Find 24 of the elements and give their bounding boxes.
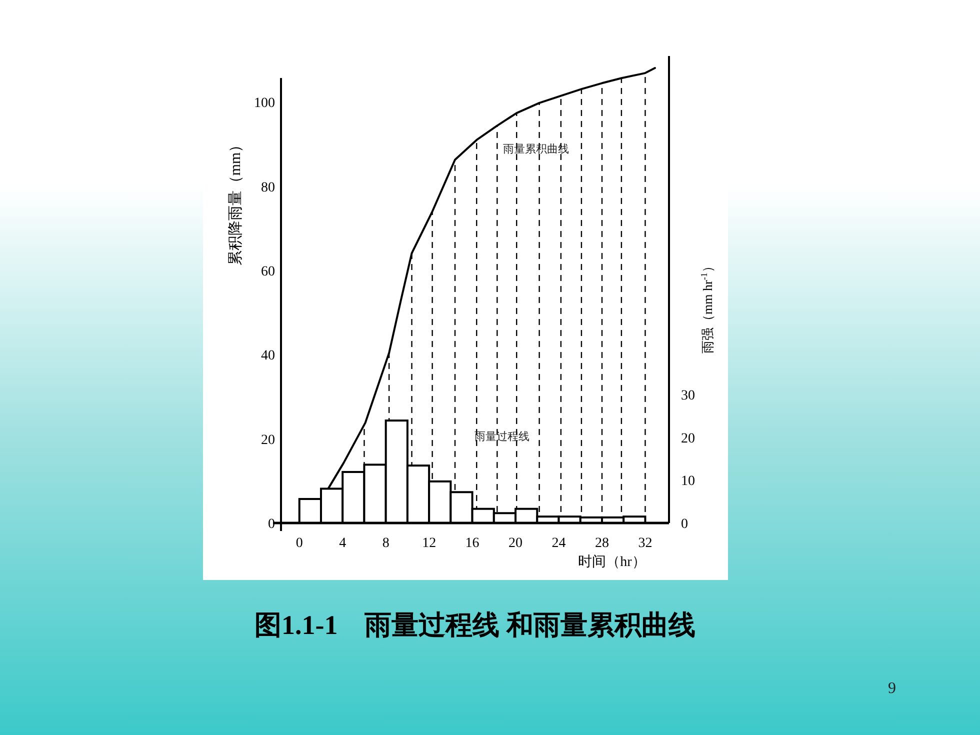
y-tick-label: 100: [254, 96, 275, 112]
x-tick-label: 16: [465, 536, 480, 551]
x-tick-label: 24: [552, 536, 566, 551]
x-tick-label: 32: [638, 536, 652, 551]
y-tick-label: 60: [261, 264, 275, 280]
text: 图1.1-1 雨量过程线 和雨量累积曲线: [254, 610, 696, 640]
x-tick-label: 4: [339, 536, 346, 551]
annotation: 雨量过程线: [474, 430, 530, 443]
y2-tick-label: 0: [681, 517, 688, 532]
y2-tick-label: 30: [681, 388, 695, 404]
y-tick-label: 80: [261, 180, 275, 196]
x-tick-label: 0: [296, 536, 303, 551]
x-tick-label: 8: [382, 536, 390, 551]
text: 9: [888, 680, 896, 697]
x-tick-label: 20: [508, 536, 523, 551]
y2-tick-label: 20: [681, 431, 695, 446]
x-tick-label: 28: [594, 536, 609, 551]
y2-tick-label: 10: [681, 474, 695, 490]
x-tick-label: 12: [422, 536, 436, 551]
x-axis-title: 时间（hr）: [578, 554, 646, 570]
y-tick-label: 40: [261, 348, 275, 364]
y-tick-label: 20: [261, 432, 275, 448]
y-axis-title: 累积降雨量（mm）: [227, 137, 244, 266]
annotation: 雨量累积曲线: [503, 142, 570, 156]
